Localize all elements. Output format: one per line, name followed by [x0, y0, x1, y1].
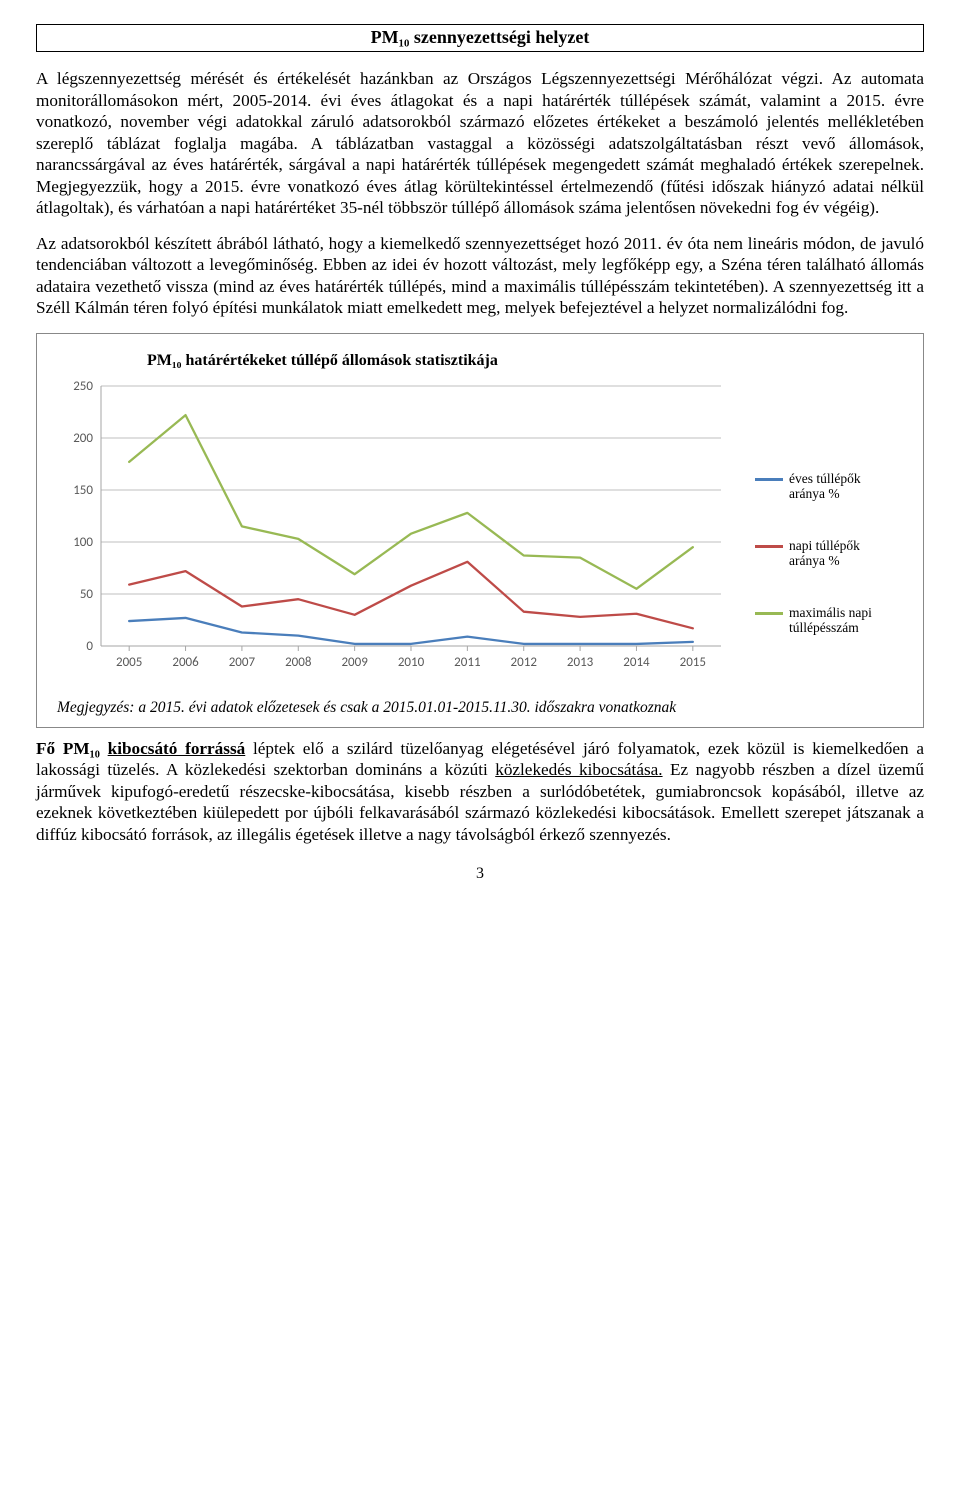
chart-plot-area: 0 50 100 150 200 250 2005 2006 2007 2008 2009 2010 2… [51, 376, 751, 691]
svg-text:2007: 2007 [229, 655, 256, 670]
paragraph-3: Fő PM₁₀ kibocsátó forrássá léptek elő a … [36, 738, 924, 846]
chart-legend: éves túllépők aránya % napi túllépők arán… [755, 376, 899, 672]
svg-text:250: 250 [73, 379, 93, 394]
page-title: PM₁₀ szennyezettségi helyzet [36, 24, 924, 52]
legend-entry: éves túllépők aránya % [755, 471, 899, 502]
legend-swatch [755, 478, 783, 481]
svg-text:2012: 2012 [511, 655, 538, 670]
svg-text:2006: 2006 [172, 655, 199, 670]
svg-text:2010: 2010 [398, 655, 425, 670]
svg-text:2005: 2005 [116, 655, 142, 670]
p3-under1: kibocsátó forrássá [108, 739, 246, 758]
p3-bold: Fő PM₁₀ [36, 739, 108, 758]
svg-text:2013: 2013 [567, 655, 594, 670]
p3-under2: közlekedés kibocsátása. [495, 760, 662, 779]
svg-text:2008: 2008 [285, 655, 312, 670]
svg-text:0: 0 [86, 639, 93, 654]
svg-text:100: 100 [73, 535, 93, 550]
legend-label: maximális napi túllépésszám [789, 605, 899, 636]
svg-text:2009: 2009 [341, 655, 368, 670]
chart-container: PM₁₀ határértékeket túllépő állomások st… [36, 333, 924, 728]
svg-text:50: 50 [80, 587, 94, 602]
svg-text:200: 200 [73, 431, 93, 446]
legend-entry: napi túllépők aránya % [755, 538, 899, 569]
paragraph-2: Az adatsorokból készített ábrából láthat… [36, 233, 924, 319]
chart-note: Megjegyzés: a 2015. évi adatok előzetese… [57, 699, 909, 717]
legend-swatch [755, 612, 783, 615]
svg-text:2011: 2011 [454, 655, 480, 670]
svg-text:2015: 2015 [680, 655, 706, 670]
svg-text:2014: 2014 [623, 655, 650, 670]
legend-label: éves túllépők aránya % [789, 471, 899, 502]
chart-title: PM₁₀ határértékeket túllépő állomások st… [147, 352, 909, 370]
page-number: 3 [36, 865, 924, 883]
paragraph-1: A légszennyezettség mérését és értékelés… [36, 68, 924, 219]
svg-text:150: 150 [73, 483, 93, 498]
legend-entry: maximális napi túllépésszám [755, 605, 899, 636]
legend-swatch [755, 545, 783, 548]
legend-label: napi túllépők aránya % [789, 538, 899, 569]
line-chart: 0 50 100 150 200 250 2005 2006 2007 2008 2009 2010 2… [51, 376, 751, 686]
